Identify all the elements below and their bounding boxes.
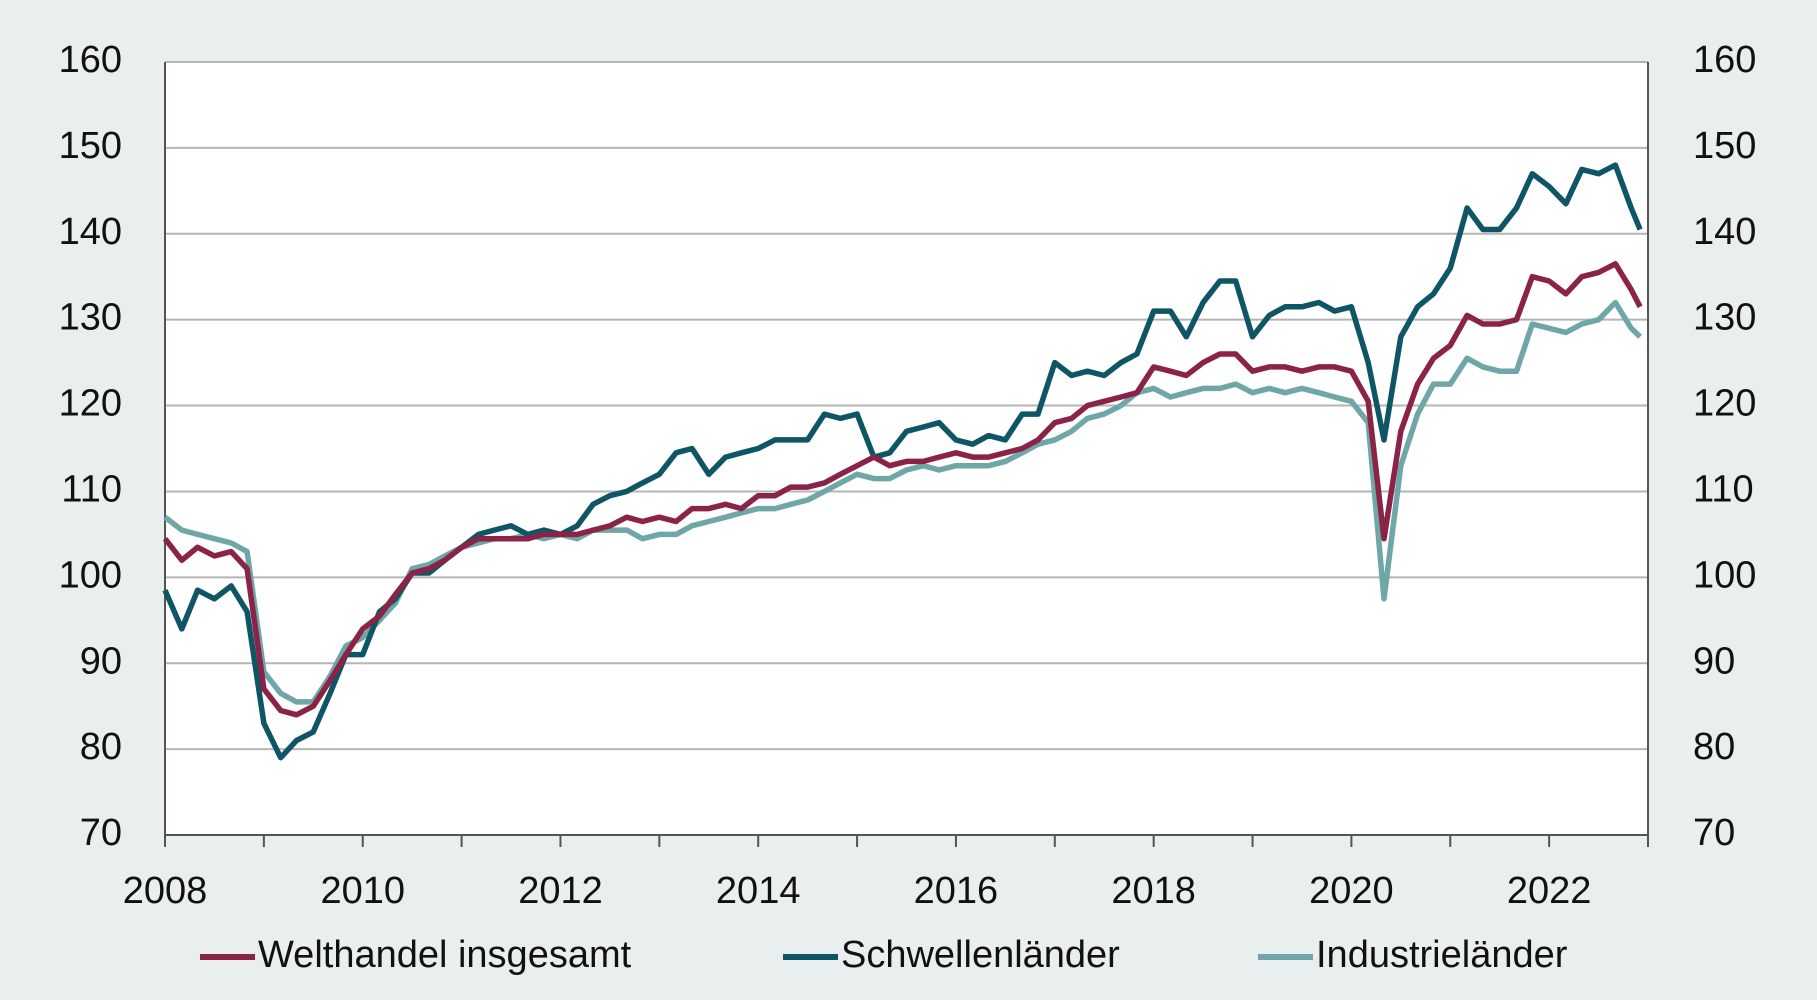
y-tick-label: 150	[59, 125, 122, 167]
y2-tick-label: 90	[1693, 640, 1735, 682]
y2-tick-label: 120	[1693, 383, 1756, 425]
series-line	[163, 299, 1642, 705]
y-tick-label: 120	[59, 383, 122, 425]
x-tick-label: 2008	[123, 870, 208, 912]
y2-tick-label: 130	[1693, 297, 1756, 339]
y-tick-label: 70	[80, 812, 122, 854]
y-tick-label: 160	[59, 39, 122, 81]
plot-area	[165, 62, 1648, 835]
series-line	[162, 261, 1643, 718]
y2-tick-label: 140	[1693, 211, 1756, 253]
x-tick-label: 2018	[1111, 870, 1196, 912]
y-tick-label: 130	[59, 297, 122, 339]
y2-tick-label: 160	[1693, 39, 1756, 81]
y-tick-label: 80	[80, 726, 122, 768]
y2-tick-label: 80	[1693, 726, 1735, 768]
legend-label: Welthandel insgesamt	[258, 934, 632, 976]
x-tick-label: 2016	[914, 870, 999, 912]
x-tick-label: 2012	[518, 870, 603, 912]
y-tick-label: 90	[80, 640, 122, 682]
legend-label: Schwellenländer	[841, 934, 1120, 976]
x-tick-label: 2010	[320, 870, 405, 912]
y2-tick-label: 100	[1693, 554, 1756, 596]
x-tick-label: 2020	[1309, 870, 1394, 912]
y2-tick-label: 70	[1693, 812, 1735, 854]
y2-tick-label: 150	[1693, 125, 1756, 167]
y-tick-label: 100	[59, 554, 122, 596]
legend-label: Industrieländer	[1316, 934, 1568, 976]
y-tick-label: 140	[59, 211, 122, 253]
y-tick-label: 110	[61, 468, 122, 510]
y2-tick-label: 110	[1693, 468, 1754, 510]
x-tick-label: 2014	[716, 870, 801, 912]
x-tick-label: 2022	[1507, 870, 1592, 912]
